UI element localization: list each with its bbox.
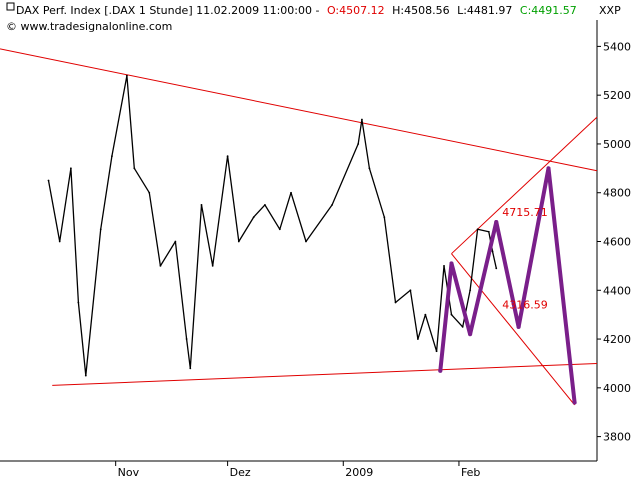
- y-axis: 3800 4000 4200 4400 4600 4800 5000 5200 5400: [597, 40, 631, 444]
- price-point: [476, 228, 479, 231]
- price-point: [226, 155, 229, 158]
- price-point: [435, 350, 438, 353]
- price-point: [361, 118, 363, 121]
- price-point: [305, 240, 307, 243]
- y-tick-label: 3800: [603, 431, 631, 444]
- trendline: [451, 116, 598, 255]
- price-point: [487, 230, 490, 233]
- price-point: [264, 204, 266, 206]
- header-open: O:4507.12: [327, 4, 385, 17]
- pattern-point: [572, 400, 577, 405]
- x-tick-label: Nov: [118, 466, 140, 479]
- trendline: [52, 362, 598, 386]
- pattern-point: [468, 332, 473, 337]
- price-point: [174, 240, 177, 243]
- y-tick-label: 4200: [603, 333, 631, 346]
- header-low: L:4481.97: [457, 4, 512, 17]
- price-point: [84, 374, 87, 377]
- price-point: [443, 264, 445, 267]
- price-point: [58, 240, 61, 243]
- y-tick-label: 5000: [603, 138, 631, 151]
- price-point: [383, 216, 386, 219]
- price-point: [417, 338, 419, 340]
- x-tick-label: 2009: [345, 466, 373, 479]
- trendlines: [0, 48, 598, 406]
- price-point: [469, 289, 472, 292]
- price-point: [424, 313, 427, 316]
- price-series: [47, 74, 498, 377]
- annotations: 4715.71 4316.59: [502, 206, 547, 312]
- price-point: [69, 167, 72, 170]
- pattern-point: [516, 324, 521, 329]
- price-point: [357, 143, 360, 145]
- price-point: [461, 325, 464, 328]
- price-line: [47, 75, 497, 377]
- pattern-point: [449, 261, 454, 266]
- header-title: DAX Perf. Index [.DAX 1 Stunde] 11.02.20…: [16, 4, 577, 17]
- pattern-point: [438, 368, 443, 373]
- y-tick-label: 4800: [603, 187, 631, 200]
- y-tick-label: 4000: [603, 382, 631, 395]
- header-high: H:4508.56: [392, 4, 449, 17]
- price-point: [450, 313, 453, 316]
- price-point: [185, 338, 188, 340]
- price-point: [495, 267, 498, 270]
- x-axis: Nov Dez 2009 Feb: [115, 461, 480, 479]
- price-point: [409, 289, 412, 292]
- price-point: [394, 301, 397, 304]
- price-point: [331, 204, 333, 206]
- price-point: [148, 191, 151, 194]
- price-point: [47, 179, 50, 182]
- pattern-series: [438, 166, 577, 405]
- price-point: [125, 74, 128, 77]
- x-tick-label: Feb: [461, 466, 480, 479]
- pattern-point: [546, 166, 551, 171]
- x-tick-label: Dez: [230, 466, 251, 479]
- price-point: [159, 264, 162, 267]
- price-point: [278, 228, 281, 231]
- annotation-label: 4316.59: [502, 299, 547, 312]
- price-point: [368, 167, 371, 170]
- price-point: [211, 264, 214, 267]
- pattern-point: [494, 219, 499, 224]
- price-point: [111, 155, 113, 158]
- price-point: [491, 250, 494, 253]
- header-close: C:4491.57: [520, 4, 577, 17]
- price-point: [237, 240, 240, 243]
- price-point: [133, 167, 136, 170]
- source-credit: © www.tradesignalonline.com: [6, 20, 172, 33]
- y-tick-label: 5200: [603, 89, 631, 102]
- price-point: [290, 191, 292, 194]
- collapse-box-icon[interactable]: [6, 2, 15, 11]
- y-tick-label: 5400: [603, 40, 631, 53]
- price-point: [200, 204, 203, 206]
- trendline: [0, 48, 598, 172]
- price-point: [77, 301, 80, 304]
- y-tick-label: 4400: [603, 284, 631, 297]
- header-instrument: DAX Perf. Index [.DAX 1 Stunde] 11.02.20…: [16, 4, 319, 17]
- close-button[interactable]: XXP: [599, 4, 621, 17]
- price-point: [189, 367, 192, 370]
- annotation-label: 4715.71: [502, 206, 547, 219]
- y-tick-label: 4600: [603, 236, 631, 249]
- price-point: [99, 228, 102, 231]
- price-point: [252, 216, 255, 219]
